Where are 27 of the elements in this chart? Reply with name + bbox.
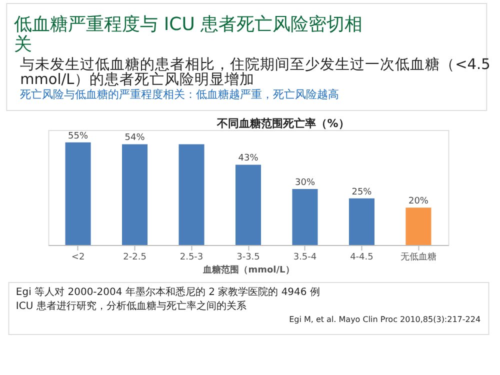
x-tick-label: 无低血糖 <box>400 252 436 262</box>
data-label: 25% <box>352 187 372 198</box>
x-tick-label: <2 <box>71 252 85 262</box>
text: 不同血糖范围死亡率（%） <box>216 117 350 130</box>
bar <box>122 144 148 245</box>
x-axis-title: 血糖范围（mmol/L） <box>202 264 294 276</box>
x-tick-label: 2.5-3 <box>180 252 204 262</box>
text: Egi 等人对 2000-2004 年墨尔本和悉尼的 2 家教学医院的 4946 例 ICU 患者进行研究，分析低血糖与死亡率之间的关系 <box>16 286 320 312</box>
data-label: 43% <box>238 154 259 164</box>
text: Egi M, et al. Mayo Clin Proc 2010,85(3):217-224 <box>289 315 481 324</box>
bar <box>235 164 262 245</box>
x-tick-label: 2-2.5 <box>123 252 146 262</box>
x-tick-label: 3.5-4 <box>293 252 317 262</box>
bar <box>348 198 374 245</box>
text: 与未发生过低血糖的患者相比，住院期间至少发生过一次低血糖（<4.5mmol/L）的患者死亡风险明显增加 <box>20 57 490 88</box>
bar <box>65 142 91 245</box>
data-label: 20% <box>408 196 429 207</box>
chart-title: 低血糖严重程度与 ICU 患者死亡风险密切相关 <box>14 14 363 55</box>
x-tick-label: 4-4.5 <box>350 252 374 262</box>
text: 死亡风险与低血糖的严重程度相关：低血糖越严重，死亡风险越高 <box>20 88 340 101</box>
data-label: 55% <box>68 131 88 142</box>
data-label: 54% <box>124 133 146 144</box>
bar <box>406 208 432 245</box>
bar <box>178 144 204 245</box>
data-label: 30% <box>294 178 316 188</box>
bar <box>292 188 318 245</box>
x-tick-label: 3-3.5 <box>236 252 260 262</box>
